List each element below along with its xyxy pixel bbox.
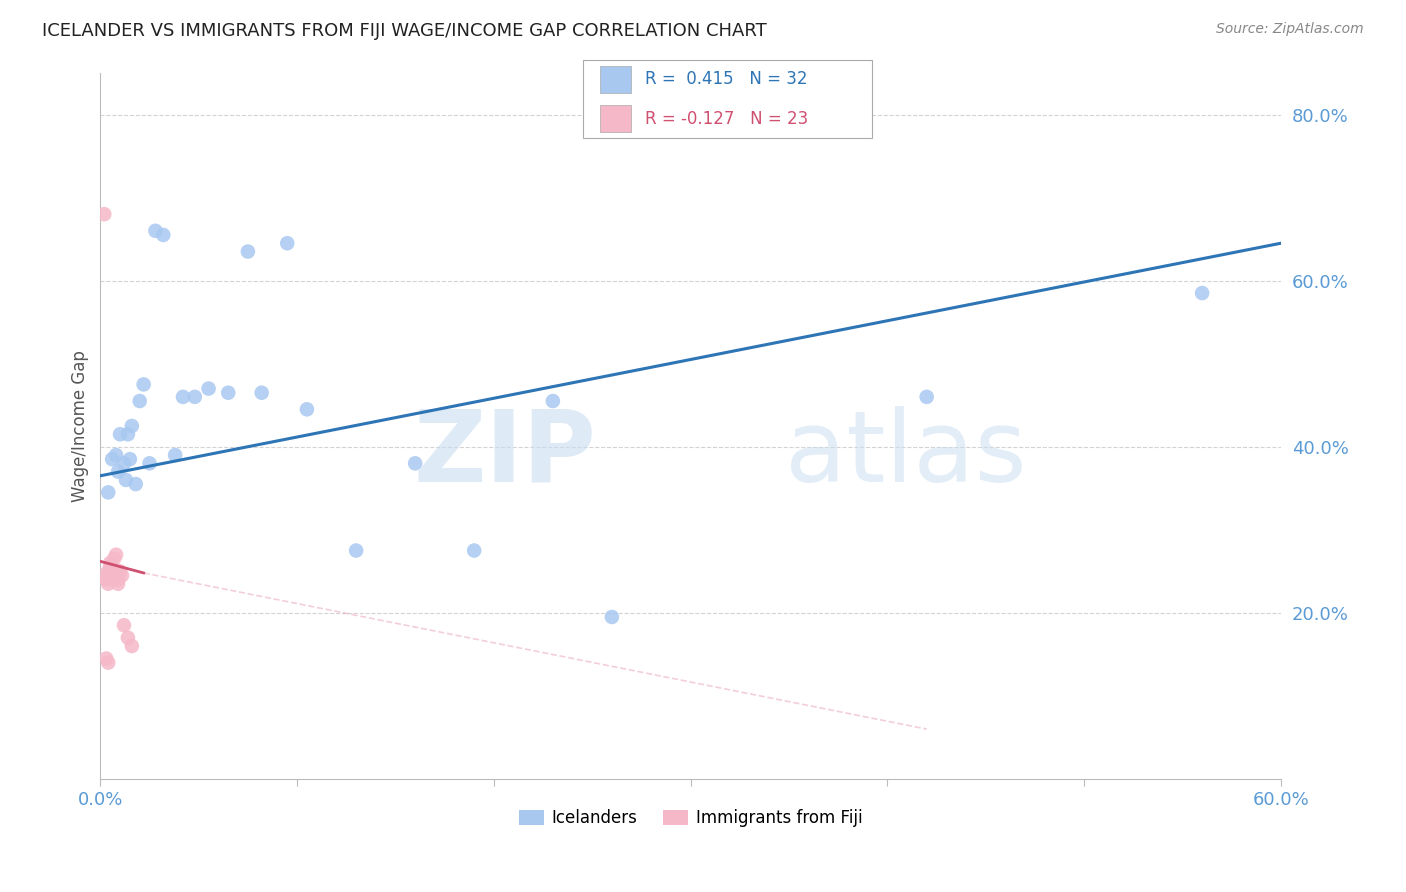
Point — [152, 227, 174, 242]
Point — [145, 224, 167, 238]
Point — [103, 564, 125, 578]
Point — [107, 465, 129, 479]
Point — [93, 568, 115, 582]
Point — [108, 564, 131, 578]
Point — [115, 473, 138, 487]
Point — [600, 610, 623, 624]
Point — [97, 576, 120, 591]
Point — [1191, 286, 1213, 301]
Point — [121, 419, 143, 434]
Point — [105, 548, 128, 562]
Point — [112, 618, 135, 632]
Point — [98, 560, 121, 574]
Point — [111, 568, 134, 582]
Legend: Icelanders, Immigrants from Fiji: Icelanders, Immigrants from Fiji — [512, 803, 869, 834]
Point — [97, 564, 120, 578]
Point — [250, 385, 273, 400]
Point — [344, 543, 367, 558]
Text: atlas: atlas — [785, 406, 1026, 503]
Point — [96, 651, 118, 665]
Point — [101, 452, 124, 467]
Text: ZIP: ZIP — [413, 406, 596, 503]
Point — [117, 631, 139, 645]
Point — [276, 236, 298, 251]
Text: R =  0.415   N = 32: R = 0.415 N = 32 — [645, 70, 808, 88]
Point — [217, 385, 239, 400]
Y-axis label: Wage/Income Gap: Wage/Income Gap — [72, 350, 89, 502]
Point — [101, 560, 124, 574]
Point — [128, 394, 150, 409]
Point — [97, 485, 120, 500]
Point — [172, 390, 194, 404]
Point — [105, 448, 128, 462]
Point — [541, 394, 564, 409]
Point — [93, 207, 115, 221]
Point — [121, 639, 143, 653]
Point — [118, 452, 141, 467]
Text: R = -0.127   N = 23: R = -0.127 N = 23 — [645, 110, 808, 128]
Point — [236, 244, 259, 259]
Point — [184, 390, 207, 404]
Point — [98, 568, 121, 582]
Point — [96, 573, 118, 587]
Point — [295, 402, 318, 417]
Point — [165, 448, 187, 462]
Point — [463, 543, 485, 558]
Point — [97, 656, 120, 670]
Text: Source: ZipAtlas.com: Source: ZipAtlas.com — [1216, 22, 1364, 37]
Point — [107, 573, 129, 587]
Point — [98, 556, 121, 570]
Point — [103, 551, 125, 566]
Point — [138, 456, 160, 470]
Text: ICELANDER VS IMMIGRANTS FROM FIJI WAGE/INCOME GAP CORRELATION CHART: ICELANDER VS IMMIGRANTS FROM FIJI WAGE/I… — [42, 22, 766, 40]
Point — [112, 456, 135, 470]
Point — [117, 427, 139, 442]
Point — [125, 477, 148, 491]
Point — [108, 427, 131, 442]
Point — [404, 456, 426, 470]
Point — [915, 390, 938, 404]
Point — [101, 573, 124, 587]
Point — [107, 576, 129, 591]
Point — [105, 568, 128, 582]
Point — [197, 382, 219, 396]
Point — [132, 377, 155, 392]
